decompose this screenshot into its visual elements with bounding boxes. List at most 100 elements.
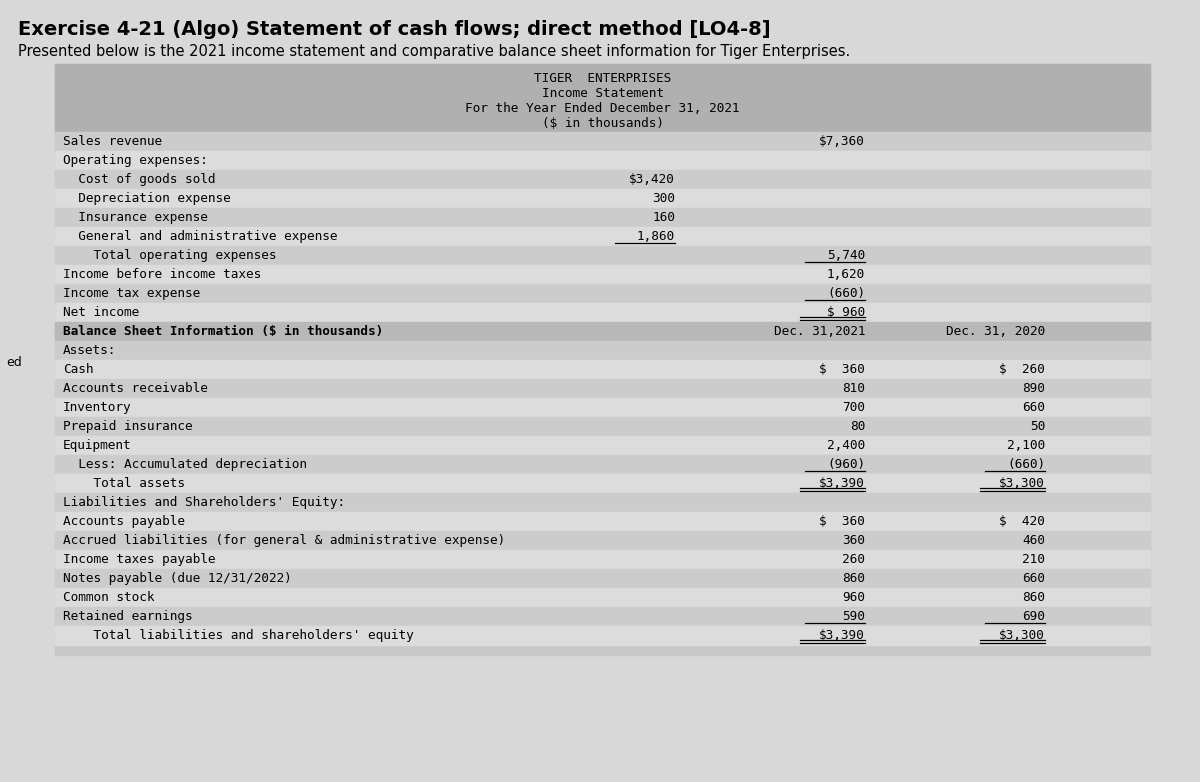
Bar [55, 227, 1150, 246]
Text: $  260: $ 260 [1000, 363, 1045, 376]
Text: Insurance expense: Insurance expense [64, 211, 208, 224]
Text: (660): (660) [827, 287, 865, 300]
Text: 260: 260 [842, 553, 865, 566]
Text: 660: 660 [1022, 401, 1045, 414]
Text: 810: 810 [842, 382, 865, 395]
Text: General and administrative expense: General and administrative expense [64, 230, 337, 243]
Bar [55, 626, 1150, 645]
Text: Accounts payable: Accounts payable [64, 515, 185, 528]
Bar [55, 303, 1150, 322]
Text: (660): (660) [1007, 458, 1045, 471]
Bar [55, 379, 1150, 398]
Text: Inventory: Inventory [64, 401, 132, 414]
Text: 2,400: 2,400 [827, 439, 865, 452]
Text: Total operating expenses: Total operating expenses [64, 249, 276, 262]
Bar [55, 512, 1150, 531]
Text: 80: 80 [850, 420, 865, 433]
Text: ($ in thousands): ($ in thousands) [541, 117, 664, 130]
Text: $  360: $ 360 [820, 515, 865, 528]
Text: Accrued liabilities (for general & administrative expense): Accrued liabilities (for general & admin… [64, 534, 505, 547]
Bar [55, 284, 1150, 303]
Bar [55, 265, 1150, 284]
Bar [55, 170, 1150, 189]
Text: $3,300: $3,300 [1000, 629, 1045, 642]
Text: Depreciation expense: Depreciation expense [64, 192, 230, 205]
Text: Income Statement: Income Statement [541, 87, 664, 100]
Text: 860: 860 [842, 572, 865, 585]
Text: Income taxes payable: Income taxes payable [64, 553, 216, 566]
Text: Retained earnings: Retained earnings [64, 610, 193, 623]
Text: Equipment: Equipment [64, 439, 132, 452]
Text: Operating expenses:: Operating expenses: [64, 154, 208, 167]
Text: $  420: $ 420 [1000, 515, 1045, 528]
Bar [55, 64, 1150, 655]
Text: Dec. 31,2021: Dec. 31,2021 [774, 325, 865, 338]
Bar [55, 341, 1150, 360]
Text: Total liabilities and shareholders' equity: Total liabilities and shareholders' equi… [64, 629, 414, 642]
Text: 690: 690 [1022, 610, 1045, 623]
Bar [55, 246, 1150, 265]
Text: Accounts receivable: Accounts receivable [64, 382, 208, 395]
Text: 960: 960 [842, 591, 865, 604]
Text: $3,300: $3,300 [1000, 477, 1045, 490]
Bar [55, 493, 1150, 512]
Text: 860: 860 [1022, 591, 1045, 604]
Text: Liabilities and Shareholders' Equity:: Liabilities and Shareholders' Equity: [64, 496, 346, 509]
Text: $3,390: $3,390 [820, 477, 865, 490]
Bar [55, 436, 1150, 455]
Text: 700: 700 [842, 401, 865, 414]
Bar [55, 531, 1150, 550]
Text: Cash: Cash [64, 363, 94, 376]
Bar [55, 132, 1150, 151]
Text: For the Year Ended December 31, 2021: For the Year Ended December 31, 2021 [466, 102, 739, 115]
Bar [55, 474, 1150, 493]
Text: $ 960: $ 960 [827, 306, 865, 319]
Bar [55, 398, 1150, 417]
Bar [55, 588, 1150, 607]
Bar [55, 417, 1150, 436]
Text: 590: 590 [842, 610, 865, 623]
Text: Income tax expense: Income tax expense [64, 287, 200, 300]
Bar [55, 151, 1150, 170]
Text: Income before income taxes: Income before income taxes [64, 268, 262, 281]
Bar [55, 360, 1150, 379]
Bar [55, 322, 1150, 341]
Text: Dec. 31, 2020: Dec. 31, 2020 [946, 325, 1045, 338]
Text: 2,100: 2,100 [1007, 439, 1045, 452]
Text: 300: 300 [652, 192, 674, 205]
Text: 5,740: 5,740 [827, 249, 865, 262]
Text: Exercise 4-21 (Algo) Statement of cash flows; direct method [LO4-8]: Exercise 4-21 (Algo) Statement of cash f… [18, 20, 770, 39]
Text: Notes payable (due 12/31/2022): Notes payable (due 12/31/2022) [64, 572, 292, 585]
Bar [55, 64, 1150, 132]
Text: 360: 360 [842, 534, 865, 547]
Text: Net income: Net income [64, 306, 139, 319]
Text: Balance Sheet Information ($ in thousands): Balance Sheet Information ($ in thousand… [64, 325, 383, 338]
Text: 160: 160 [652, 211, 674, 224]
Text: Assets:: Assets: [64, 344, 116, 357]
Text: 50: 50 [1030, 420, 1045, 433]
Text: Cost of goods sold: Cost of goods sold [64, 173, 216, 186]
Text: $3,420: $3,420 [629, 173, 674, 186]
Text: 210: 210 [1022, 553, 1045, 566]
Text: (960): (960) [827, 458, 865, 471]
Bar [55, 189, 1150, 208]
Text: $  360: $ 360 [820, 363, 865, 376]
Bar [55, 607, 1150, 626]
Text: 460: 460 [1022, 534, 1045, 547]
Text: 1,620: 1,620 [827, 268, 865, 281]
Text: 660: 660 [1022, 572, 1045, 585]
Text: Less: Accumulated depreciation: Less: Accumulated depreciation [64, 458, 307, 471]
Bar [55, 208, 1150, 227]
Text: Sales revenue: Sales revenue [64, 135, 162, 148]
Text: 890: 890 [1022, 382, 1045, 395]
Text: Common stock: Common stock [64, 591, 155, 604]
Text: Presented below is the 2021 income statement and comparative balance sheet infor: Presented below is the 2021 income state… [18, 44, 851, 59]
Bar [55, 550, 1150, 569]
Text: 1,860: 1,860 [637, 230, 674, 243]
Text: $7,360: $7,360 [820, 135, 865, 148]
Text: $3,390: $3,390 [820, 629, 865, 642]
Bar [55, 455, 1150, 474]
Text: TIGER  ENTERPRISES: TIGER ENTERPRISES [534, 72, 671, 85]
Text: Total assets: Total assets [64, 477, 185, 490]
Text: ed: ed [6, 356, 22, 368]
